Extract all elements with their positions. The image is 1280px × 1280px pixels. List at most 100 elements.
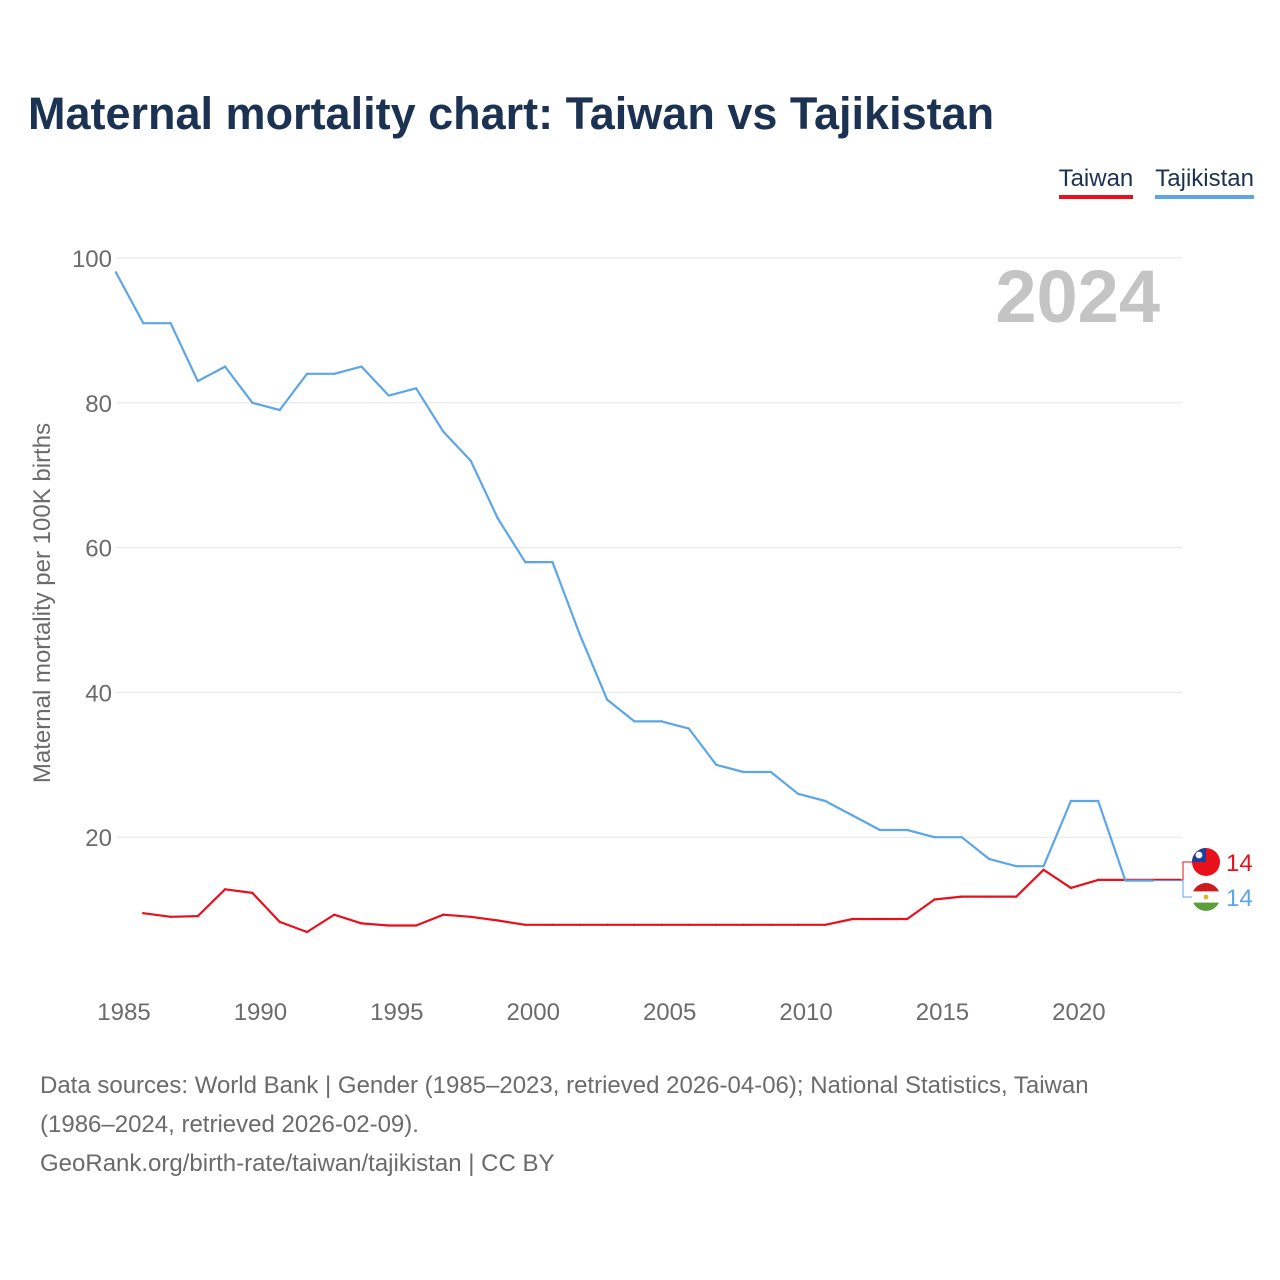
data-point-tajikistan[interactable]	[987, 857, 991, 861]
data-point-tajikistan[interactable]	[1096, 799, 1100, 803]
data-point-tajikistan[interactable]	[633, 720, 636, 723]
data-point-tajikistan[interactable]	[824, 799, 827, 803]
data-point-tajikistan[interactable]	[960, 836, 963, 839]
data-point-taiwan[interactable]	[333, 913, 336, 916]
data-point-taiwan[interactable]	[196, 914, 200, 918]
data-point-tajikistan[interactable]	[660, 720, 663, 723]
x-tick-label: 1990	[234, 999, 287, 1026]
x-tick-label: 2000	[507, 999, 560, 1026]
data-point-taiwan[interactable]	[1096, 878, 1100, 882]
tajikistan-flag-icon	[1192, 883, 1220, 911]
source-text: Data sources: World Bank | Gender (1985–…	[40, 1072, 1089, 1099]
data-point-taiwan[interactable]	[142, 912, 145, 915]
data-point-tajikistan[interactable]	[551, 560, 554, 564]
attribution-link[interactable]: GeoRank.org/birth-rate/taiwan/tajikistan…	[40, 1150, 555, 1177]
data-point-tajikistan[interactable]	[169, 321, 172, 325]
data-point-taiwan[interactable]	[715, 923, 718, 927]
data-point-taiwan[interactable]	[524, 923, 527, 927]
data-point-tajikistan[interactable]	[905, 828, 909, 832]
data-point-taiwan[interactable]	[251, 891, 254, 895]
data-point-tajikistan[interactable]	[524, 560, 527, 564]
data-point-tajikistan[interactable]	[1015, 864, 1018, 868]
data-point-taiwan[interactable]	[578, 923, 581, 927]
data-point-tajikistan[interactable]	[251, 401, 254, 404]
data-point-tajikistan[interactable]	[278, 408, 281, 412]
end-connector	[1180, 861, 1192, 881]
data-point-taiwan[interactable]	[633, 923, 636, 927]
data-point-tajikistan[interactable]	[578, 633, 581, 636]
y-tick-label: 20	[85, 825, 112, 852]
series-line-tajikistan[interactable]	[115, 271, 1153, 882]
data-point-tajikistan[interactable]	[1069, 799, 1073, 803]
data-point-tajikistan[interactable]	[414, 387, 418, 390]
data-point-tajikistan[interactable]	[442, 430, 445, 433]
data-point-tajikistan[interactable]	[933, 836, 936, 839]
data-point-taiwan[interactable]	[1042, 868, 1045, 871]
data-point-taiwan[interactable]	[851, 917, 854, 921]
data-point-taiwan[interactable]	[442, 913, 445, 916]
data-point-taiwan[interactable]	[496, 919, 500, 922]
data-point-taiwan[interactable]	[824, 923, 827, 927]
x-tick-label: 2015	[916, 999, 969, 1026]
data-point-taiwan[interactable]	[905, 917, 909, 921]
data-point-tajikistan[interactable]	[851, 814, 854, 817]
data-point-taiwan[interactable]	[387, 924, 391, 927]
data-point-tajikistan[interactable]	[878, 828, 882, 832]
data-point-tajikistan[interactable]	[469, 459, 472, 462]
y-tick-label: 40	[85, 680, 112, 707]
y-axis-ticks: 20 40 60 80 100	[72, 246, 112, 852]
data-point-tajikistan[interactable]	[769, 770, 772, 774]
data-point-tajikistan[interactable]	[1124, 879, 1127, 882]
x-tick-label: 1995	[370, 999, 423, 1026]
y-tick-label: 80	[85, 391, 112, 418]
data-point-tajikistan[interactable]	[333, 372, 336, 376]
data-point-taiwan[interactable]	[987, 895, 991, 898]
data-point-taiwan[interactable]	[769, 923, 772, 927]
data-point-taiwan[interactable]	[551, 923, 554, 927]
data-point-taiwan[interactable]	[360, 922, 363, 925]
series-line-taiwan[interactable]	[143, 868, 1180, 934]
data-point-taiwan[interactable]	[742, 923, 745, 927]
data-point-taiwan[interactable]	[223, 888, 227, 891]
x-tick-label: 2020	[1052, 999, 1105, 1026]
gridlines	[116, 257, 1182, 838]
data-point-taiwan[interactable]	[1015, 895, 1018, 898]
data-point-taiwan[interactable]	[796, 923, 800, 927]
data-point-tajikistan[interactable]	[796, 792, 800, 795]
legend-item-taiwan[interactable]: Taiwan	[1058, 165, 1134, 199]
line-chart: 20 40 60 80 100 1985 1990 1995 2000 2005 2010 2015…	[29, 246, 1253, 1026]
end-value-label: 14	[1226, 885, 1253, 912]
data-point-tajikistan[interactable]	[360, 365, 363, 368]
footer: Data sources: World Bank | Gender (1985–…	[40, 1066, 1240, 1183]
end-value-label: 14	[1226, 850, 1253, 877]
data-point-tajikistan[interactable]	[142, 321, 145, 325]
data-point-tajikistan[interactable]	[687, 727, 691, 730]
data-point-tajikistan[interactable]	[114, 271, 118, 274]
data-point-taiwan[interactable]	[414, 924, 418, 927]
data-point-tajikistan[interactable]	[605, 698, 609, 701]
data-point-tajikistan[interactable]	[496, 517, 500, 520]
data-point-taiwan[interactable]	[605, 923, 609, 927]
data-point-tajikistan[interactable]	[305, 372, 309, 376]
data-point-tajikistan[interactable]	[387, 394, 391, 397]
year-label: 2024	[995, 255, 1160, 338]
data-point-tajikistan[interactable]	[715, 763, 718, 766]
y-tick-label: 100	[72, 246, 112, 273]
data-point-taiwan[interactable]	[960, 895, 963, 898]
data-point-taiwan[interactable]	[469, 915, 472, 919]
data-point-taiwan[interactable]	[305, 930, 309, 934]
data-point-taiwan[interactable]	[933, 898, 936, 901]
data-point-taiwan[interactable]	[878, 917, 882, 921]
data-point-tajikistan[interactable]	[1042, 864, 1045, 868]
data-point-taiwan[interactable]	[660, 923, 663, 927]
x-tick-label: 1985	[97, 999, 150, 1026]
data-point-taiwan[interactable]	[278, 920, 281, 924]
data-point-taiwan[interactable]	[1069, 886, 1073, 890]
data-point-taiwan[interactable]	[169, 915, 172, 919]
data-point-tajikistan[interactable]	[742, 770, 745, 774]
data-point-tajikistan[interactable]	[196, 379, 200, 383]
data-point-taiwan[interactable]	[687, 923, 691, 927]
legend-item-tajikistan[interactable]: Tajikistan	[1155, 165, 1254, 199]
data-point-tajikistan[interactable]	[223, 365, 227, 368]
